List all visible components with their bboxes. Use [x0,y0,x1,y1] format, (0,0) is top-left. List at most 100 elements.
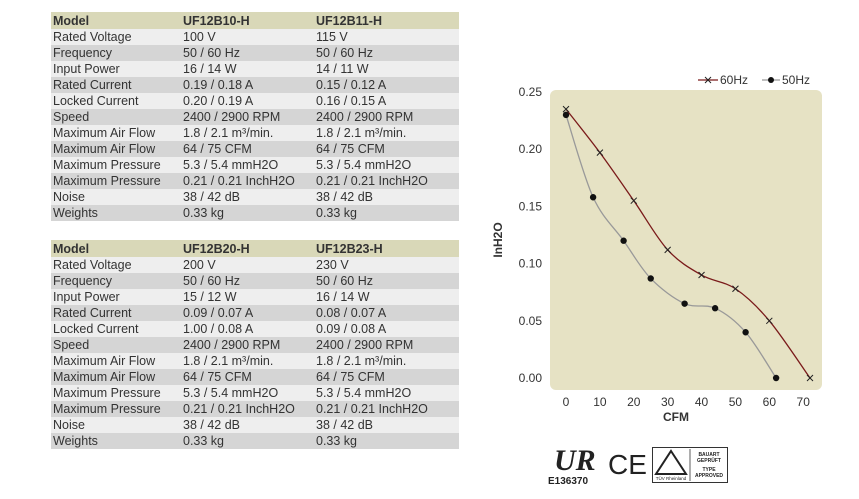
tuv-mark: TÜV Rheinland BAUART GEPRÜFT TYPE APPROV… [652,447,728,483]
data-point-60Hz [806,374,814,382]
spec-value: 0.09 / 0.08 A [314,321,459,337]
data-point-50Hz [772,374,780,382]
spec-value: 16 / 14 W [314,289,459,305]
spec-label: Model [51,12,181,29]
ce-mark-text: CE [608,449,646,480]
table-row: Speed 2400 / 2900 RPM 2400 / 2900 RPM [51,337,459,353]
data-point-50Hz [562,111,570,119]
y-tick-label: 0.05 [519,314,543,328]
spec-value: 0.08 / 0.07 A [314,305,459,321]
data-point-60Hz [698,271,705,279]
spec-table-1: Model UF12B10-H UF12B11-H Rated Voltage 100 … [51,12,459,221]
x-tick-label: 50 [729,395,743,409]
data-point-60Hz [664,246,672,254]
spec-value: 0.09 / 0.07 A [181,305,314,321]
spec-label: Weights [51,433,181,449]
spec-label: Speed [51,109,181,125]
spec-label: Input Power [51,61,181,77]
spec-label: Speed [51,337,181,353]
table-row: Speed 2400 / 2900 RPM 2400 / 2900 RPM [51,109,459,125]
spec-value: 2400 / 2900 RPM [314,109,459,125]
spec-value: 50 / 60 Hz [314,273,459,289]
tuv-line-2: GEPRÜFT [697,457,721,464]
table-row: Rated Voltage 100 V 115 V [51,29,459,45]
spec-value: UF12B20-H [181,240,314,257]
x-tick-label: 10 [593,395,607,409]
data-point-60Hz [596,149,604,156]
pressure-flow-chart: 0.00 0.05 0.10 0.15 0.20 0.25 0 10 20 30 40 50 60 70… [491,73,822,424]
table-row: Weights 0.33 kg 0.33 kg [51,433,459,449]
spec-label: Maximum Pressure [51,401,181,417]
tuv-line-4: APPROVED [695,473,723,479]
table-row: Maximum Pressure 5.3 / 5.4 mmH2O 5.3 / 5.4… [51,385,459,401]
table-header-row: Model UF12B20-H UF12B23-H [51,240,459,257]
spec-value: 0.21 / 0.21 InchH2O [181,401,314,417]
x-axis-label: CFM [663,410,689,424]
spec-label: Locked Current [51,93,181,109]
spec-value: UF12B10-H [181,12,314,29]
x-tick-label: 0 [563,395,570,409]
data-point-50Hz [681,300,688,307]
spec-table-2: Model UF12B20-H UF12B23-H Rated Voltage 200 … [51,240,459,449]
spec-label: Frequency [51,273,181,289]
table-row: Weights 0.33 kg 0.33 kg [51,205,459,221]
spec-value: 5.3 / 5.4 mmH2O [181,157,314,173]
table-row: Maximum Air Flow 64 / 75 CFM 64 / 75 CFM [51,369,459,385]
spec-value: 1.8 / 2.1 m³/min. [181,353,314,369]
spec-value: 0.33 kg [314,205,459,221]
table-row: Locked Current 1.00 / 0.08 A 0.09 / 0.08 A [51,321,459,337]
spec-table-1-body: Model UF12B10-H UF12B11-H Rated Voltage 100 … [51,12,459,221]
data-point-50Hz [742,329,749,336]
spec-value: 0.16 / 0.15 A [314,93,459,109]
spec-value: UF12B11-H [314,12,459,29]
spec-label: Maximum Air Flow [51,369,181,385]
spec-value: 0.21 / 0.21 InchH2O [314,401,459,417]
data-point-60Hz [562,105,570,113]
spec-label: Rated Current [51,305,181,321]
spec-label: Maximum Pressure [51,157,181,173]
table-row: Rated Current 0.19 / 0.18 A 0.15 / 0.12 A [51,77,459,93]
spec-label: Model [51,240,181,257]
legend: 60Hz 50Hz [698,73,810,87]
spec-value: 16 / 14 W [181,61,314,77]
spec-value: 14 / 11 W [314,61,459,77]
y-tick-label: 0.25 [519,85,543,99]
table-row: Maximum Pressure 5.3 / 5.4 mmH2O 5.3 / 5.4… [51,157,459,173]
spec-value: 38 / 42 dB [314,189,459,205]
spec-value: 50 / 60 Hz [181,45,314,61]
x-tick-label: 60 [763,395,777,409]
spec-value: 1.8 / 2.1 m³/min. [181,125,314,141]
spec-label: Maximum Air Flow [51,125,181,141]
spec-value: 230 V [314,257,459,273]
table-row: Rated Voltage 200 V 230 V [51,257,459,273]
spec-label: Weights [51,205,181,221]
y-axis-ticks: 0.00 0.05 0.10 0.15 0.20 0.25 [519,85,543,385]
spec-value: 64 / 75 CFM [314,141,459,157]
tuv-line-3: TYPE [702,467,716,473]
table-row: Noise 38 / 42 dB 38 / 42 dB [51,189,459,205]
spec-value: 0.33 kg [181,205,314,221]
spec-value: 5.3 / 5.4 mmH2O [314,157,459,173]
spec-label: Maximum Air Flow [51,141,181,157]
spec-value: 0.33 kg [181,433,314,449]
spec-label: Rated Voltage [51,29,181,45]
spec-value: 5.3 / 5.4 mmH2O [181,385,314,401]
table-row: Frequency 50 / 60 Hz 50 / 60 Hz [51,45,459,61]
table-row: Rated Current 0.09 / 0.07 A 0.08 / 0.07 A [51,305,459,321]
x-tick-label: 40 [695,395,709,409]
table-row: Maximum Air Flow 64 / 75 CFM 64 / 75 CFM [51,141,459,157]
spec-value: 0.19 / 0.18 A [181,77,314,93]
spec-value: 0.33 kg [314,433,459,449]
table-row: Maximum Pressure 0.21 / 0.21 InchH2O 0.21 … [51,401,459,417]
plot-area [550,90,822,390]
data-point-60Hz [732,285,739,293]
spec-value: 64 / 75 CFM [314,369,459,385]
spec-value: 0.15 / 0.12 A [314,77,459,93]
spec-label: Frequency [51,45,181,61]
spec-value: 2400 / 2900 RPM [181,337,314,353]
data-point-50Hz [620,237,627,244]
spec-value: 5.3 / 5.4 mmH2O [314,385,459,401]
table-row: Input Power 15 / 12 W 16 / 14 W [51,289,459,305]
tuv-line-1: BAUART [698,452,719,458]
data-point-50Hz [589,194,597,201]
